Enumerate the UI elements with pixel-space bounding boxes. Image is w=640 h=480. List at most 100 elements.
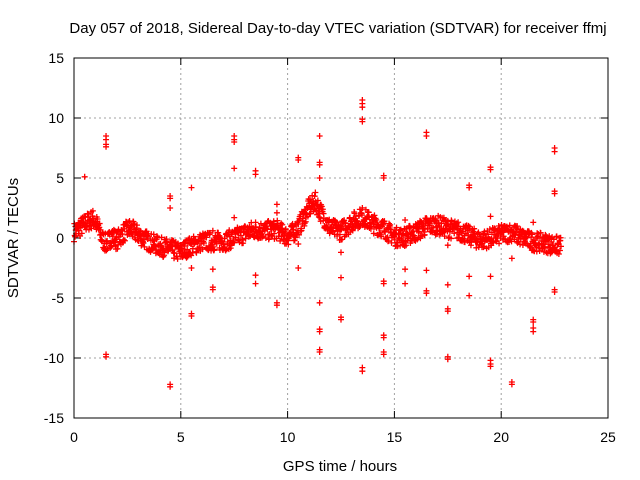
data-point [402, 217, 409, 223]
data-point [252, 280, 259, 287]
data-point [487, 273, 494, 280]
data-point [430, 224, 437, 231]
data-point [427, 220, 433, 227]
data-point [306, 210, 313, 217]
data-point [556, 247, 563, 254]
data-point [94, 216, 101, 223]
y-tick-label: 0 [56, 230, 64, 246]
y-tick-label: -5 [52, 290, 65, 306]
data-point [444, 281, 451, 288]
data-point [385, 237, 392, 244]
data-point [120, 236, 127, 243]
data-point [359, 368, 366, 375]
data-point [530, 319, 537, 325]
data-point [415, 229, 422, 236]
data-point [530, 219, 537, 226]
data-point [423, 133, 430, 139]
data-point [487, 363, 494, 370]
data-point [466, 223, 473, 230]
data-point [226, 227, 233, 234]
data-point [290, 226, 297, 233]
data-point [487, 166, 494, 173]
data-point [161, 249, 168, 256]
data-point [441, 233, 448, 240]
data-point [188, 313, 195, 319]
data-point [316, 161, 323, 168]
data-point [378, 233, 385, 240]
data-point [421, 231, 428, 238]
data-point [209, 266, 216, 273]
data-point [231, 139, 238, 145]
data-point [319, 206, 326, 213]
data-point [295, 157, 302, 163]
data-point [393, 224, 400, 231]
data-point [455, 219, 462, 226]
axis-ticks: 0 5 10 15 20 25 -15 -10 -5 0 5 10 15 [44, 50, 616, 445]
data-point [270, 218, 277, 225]
data-point [508, 255, 515, 262]
data-point [231, 214, 238, 221]
data-point [373, 216, 380, 223]
data-point [423, 290, 430, 297]
data-point [295, 231, 302, 238]
x-axis-label: GPS time / hours [283, 458, 397, 475]
data-point [273, 201, 280, 208]
data-point [444, 308, 451, 315]
data-point [444, 242, 451, 249]
data-point [279, 221, 286, 228]
data-point [75, 227, 82, 234]
data-point [209, 227, 216, 234]
data-points [71, 97, 565, 390]
data-point [134, 222, 141, 229]
data-point [336, 231, 343, 238]
data-point [403, 242, 410, 249]
data-point [299, 215, 306, 222]
y-tick-label: 5 [56, 170, 64, 186]
data-point [448, 235, 455, 242]
data-point [338, 274, 344, 281]
data-point [221, 235, 228, 242]
data-point [295, 241, 302, 247]
data-point [285, 241, 292, 248]
x-tick-label: 15 [387, 429, 403, 445]
data-point [466, 184, 473, 191]
data-point [307, 196, 314, 203]
data-point [252, 171, 259, 178]
data-point [184, 253, 191, 260]
data-point [438, 220, 445, 227]
data-point [316, 133, 323, 139]
data-point [89, 207, 96, 214]
data-point [282, 226, 289, 233]
data-point [114, 245, 121, 252]
data-point [271, 230, 278, 237]
data-point [551, 289, 558, 295]
data-point [514, 223, 521, 230]
data-point [471, 225, 478, 232]
data-point [150, 231, 157, 238]
data-point [530, 247, 537, 254]
data-point [359, 118, 366, 125]
data-point [487, 213, 494, 220]
data-point [557, 234, 564, 241]
data-point [273, 209, 280, 216]
data-point [407, 224, 414, 231]
data-point [78, 230, 85, 237]
data-point [359, 104, 366, 111]
data-point [537, 229, 544, 236]
data-point [297, 211, 304, 218]
data-point [316, 349, 323, 355]
data-point [277, 237, 284, 244]
y-tick-label: 15 [48, 50, 64, 66]
data-point [529, 231, 536, 238]
data-point [211, 246, 218, 253]
data-point [103, 247, 110, 254]
data-point [72, 233, 79, 240]
data-point [551, 148, 558, 155]
data-point [338, 249, 344, 256]
y-tick-label: -10 [44, 350, 64, 366]
data-point [190, 233, 197, 240]
data-point [103, 143, 110, 150]
data-point [153, 233, 160, 240]
data-point [397, 226, 404, 233]
data-point [370, 230, 377, 237]
